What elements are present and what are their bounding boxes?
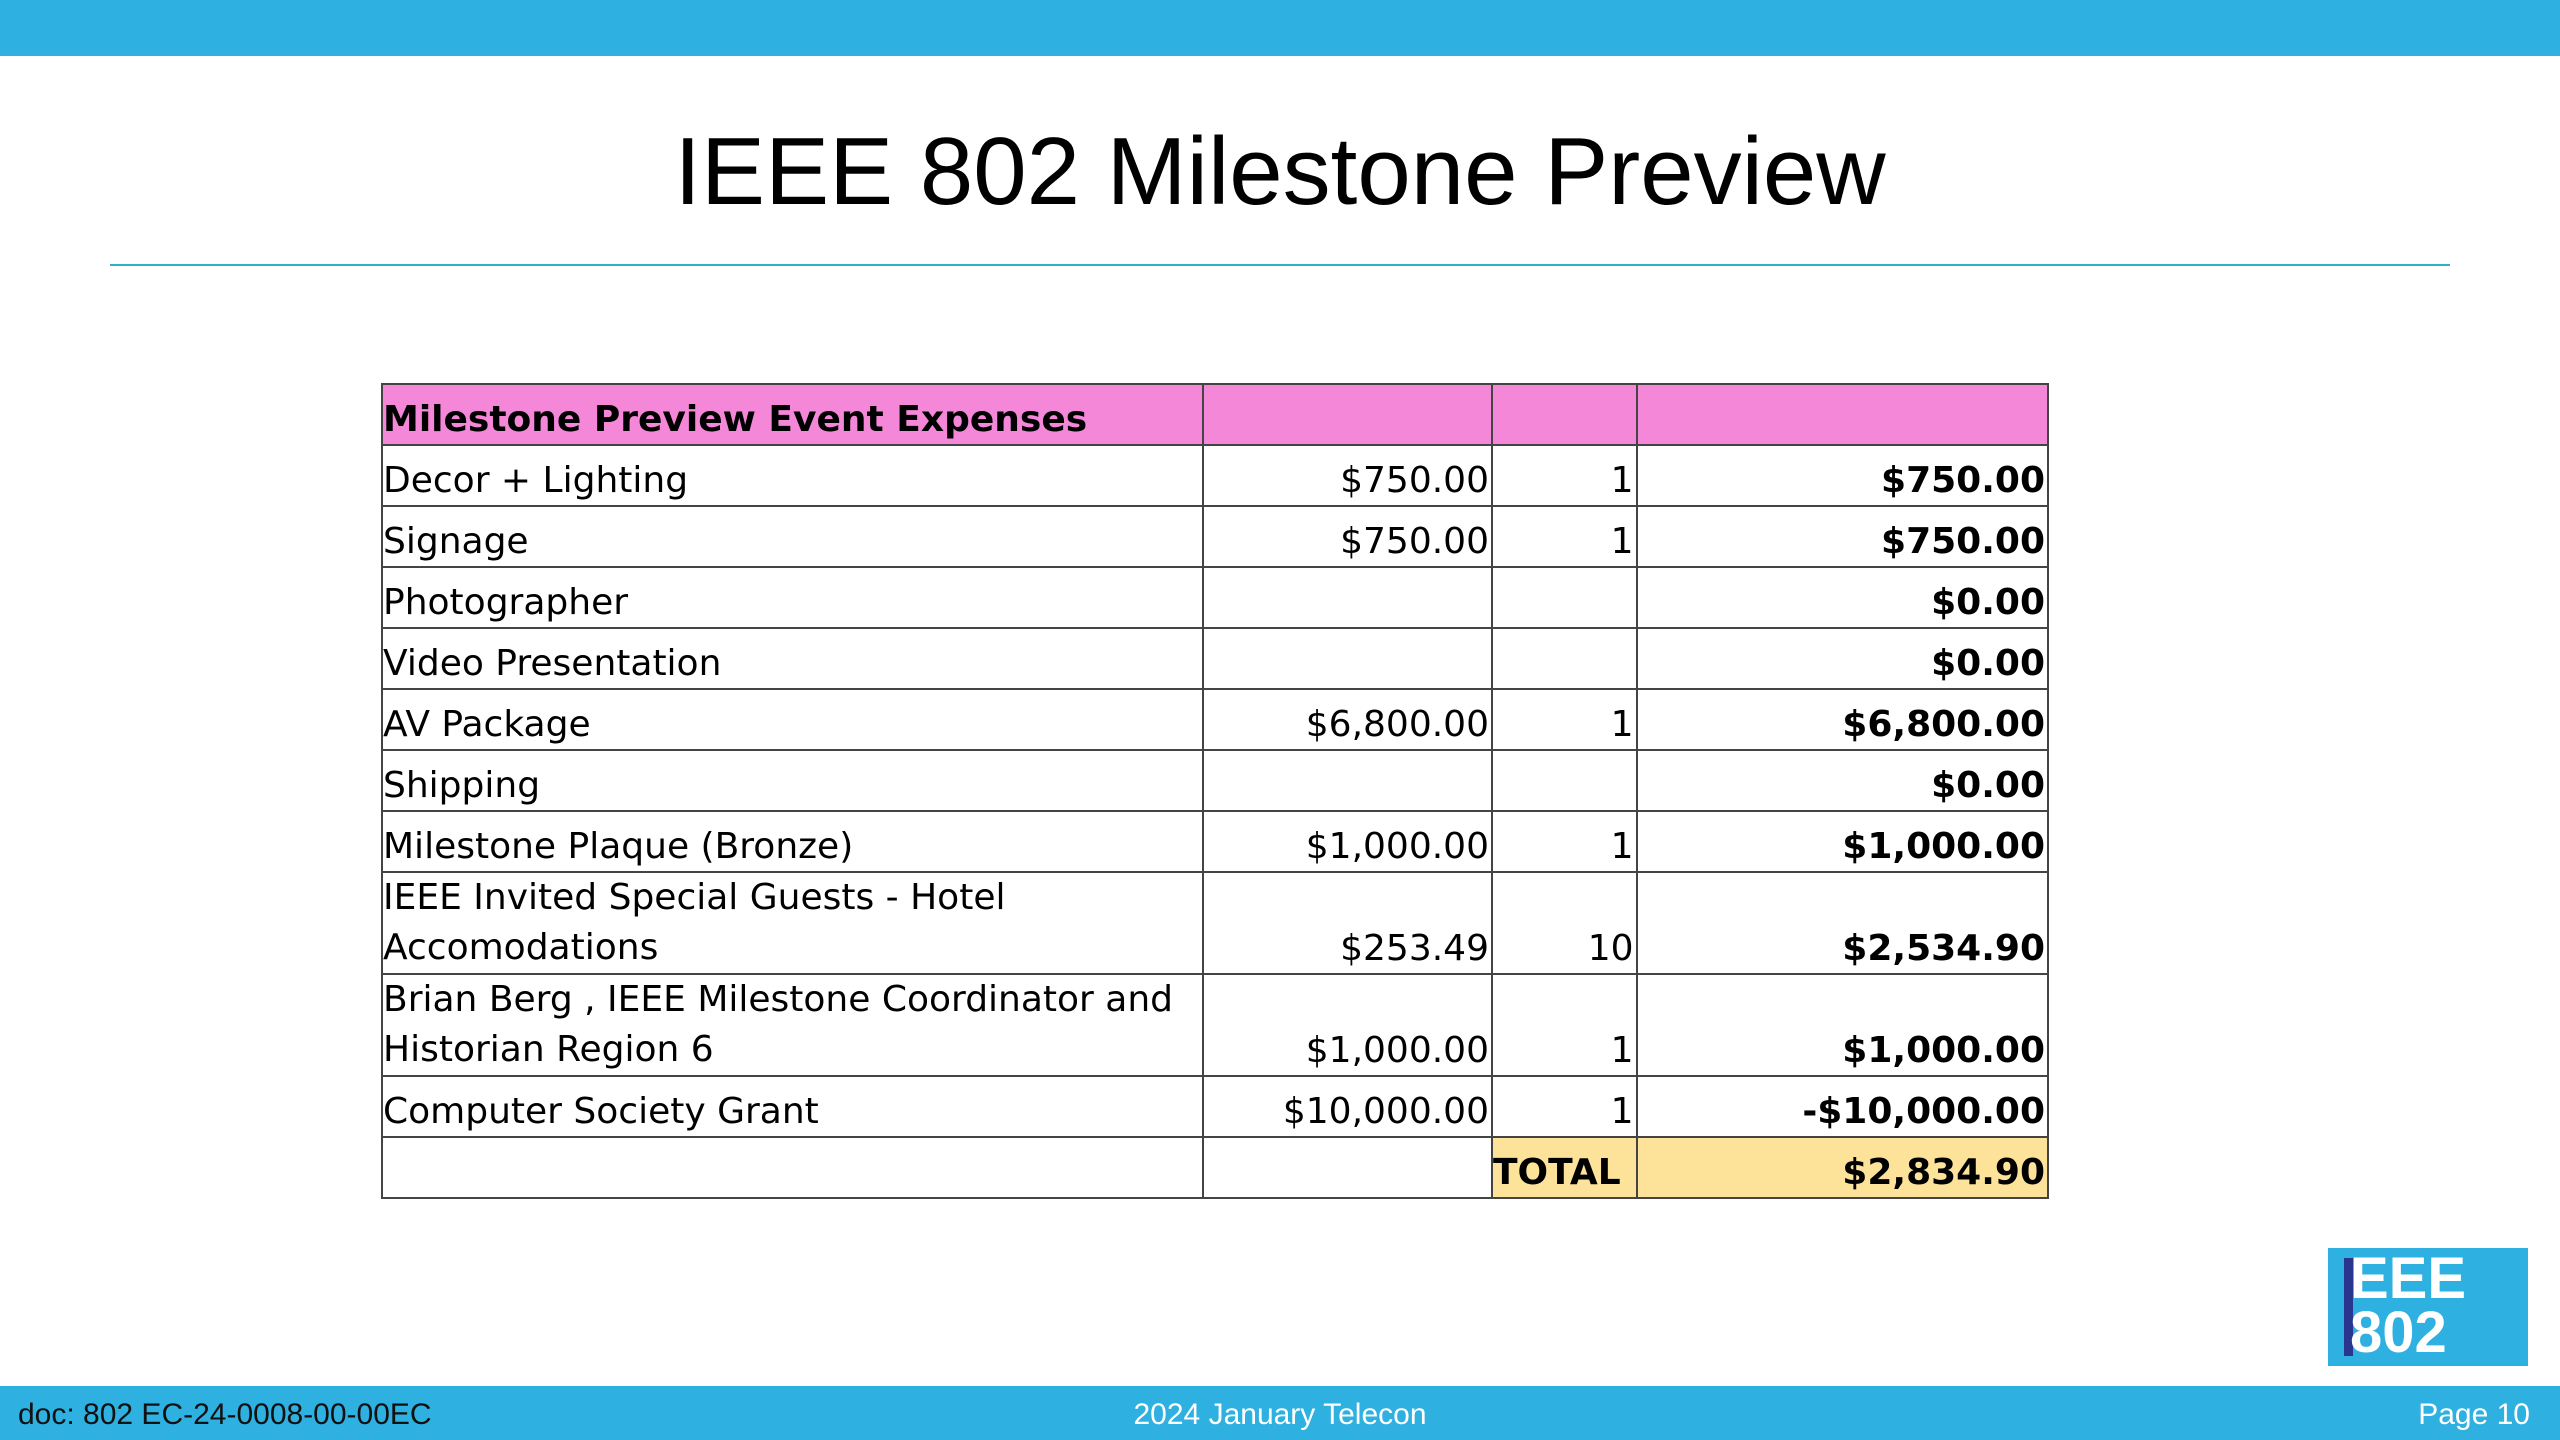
- price-cell: $1,000.00: [1201, 810, 1493, 873]
- qty-cell: 1: [1490, 505, 1638, 568]
- table-row: Photographer $0.00: [381, 566, 2049, 629]
- logo-bar: [2344, 1258, 2353, 1356]
- table-row: AV Package $6,800.00 1 $6,800.00: [381, 688, 2049, 751]
- empty-cell: [381, 1136, 1204, 1199]
- table-header-cell: [1490, 383, 1638, 446]
- total-cell: $2,534.90: [1635, 871, 2049, 975]
- item-cell: Computer Society Grant: [381, 1075, 1204, 1138]
- total-label: TOTAL: [1490, 1136, 1638, 1199]
- price-cell: [1201, 627, 1493, 690]
- ieee-802-logo: EEE 802: [2328, 1248, 2528, 1366]
- total-cell: $750.00: [1635, 505, 2049, 568]
- total-cell: $0.00: [1635, 627, 2049, 690]
- table-header-row: Milestone Preview Event Expenses: [381, 383, 2049, 446]
- table-header-cell: [1201, 383, 1493, 446]
- price-cell: [1201, 749, 1493, 812]
- item-cell: Decor + Lighting: [381, 444, 1204, 507]
- logo-text-top: EEE: [2350, 1248, 2467, 1311]
- total-cell: $1,000.00: [1635, 810, 2049, 873]
- price-cell: $750.00: [1201, 505, 1493, 568]
- qty-cell: 10: [1490, 871, 1638, 975]
- item-cell: Photographer: [381, 566, 1204, 629]
- total-value: $2,834.90: [1635, 1136, 2049, 1199]
- table-header-cell: [1635, 383, 2049, 446]
- table-row: IEEE Invited Special Guests - Hotel Acco…: [381, 871, 2049, 975]
- total-cell: $750.00: [1635, 444, 2049, 507]
- footer-meeting: 2024 January Telecon: [1133, 1398, 1427, 1431]
- price-cell: $253.49: [1201, 871, 1493, 975]
- price-cell: $10,000.00: [1201, 1075, 1493, 1138]
- qty-cell: 1: [1490, 444, 1638, 507]
- item-cell: IEEE Invited Special Guests - Hotel Acco…: [381, 871, 1204, 975]
- qty-cell: [1490, 566, 1638, 629]
- price-cell: [1201, 566, 1493, 629]
- empty-cell: [1201, 1136, 1493, 1199]
- qty-cell: [1490, 749, 1638, 812]
- qty-cell: 1: [1490, 973, 1638, 1077]
- item-cell: Milestone Plaque (Bronze): [381, 810, 1204, 873]
- footer-bar: doc: 802 EC-24-0008-00-00EC 2024 January…: [0, 1386, 2560, 1440]
- item-cell: Brian Berg , IEEE Milestone Coordinator …: [381, 973, 1204, 1077]
- qty-cell: 1: [1490, 810, 1638, 873]
- total-cell: $0.00: [1635, 749, 2049, 812]
- top-bar: [0, 0, 2560, 56]
- table-row: Computer Society Grant $10,000.00 1 -$10…: [381, 1075, 2049, 1138]
- price-cell: $1,000.00: [1201, 973, 1493, 1077]
- item-cell: Signage: [381, 505, 1204, 568]
- qty-cell: 1: [1490, 1075, 1638, 1138]
- qty-cell: [1490, 627, 1638, 690]
- logo-text-bottom: 802: [2350, 1300, 2447, 1365]
- footer-page-number: Page 10: [2418, 1398, 2530, 1431]
- price-cell: $750.00: [1201, 444, 1493, 507]
- footer-doc-id: doc: 802 EC-24-0008-00-00EC: [18, 1398, 432, 1431]
- slide-title: IEEE 802 Milestone Preview: [674, 118, 1886, 225]
- table-row: Brian Berg , IEEE Milestone Coordinator …: [381, 973, 2049, 1077]
- table-row: Decor + Lighting $750.00 1 $750.00: [381, 444, 2049, 507]
- title-divider: [110, 264, 2450, 266]
- table-row: Milestone Plaque (Bronze) $1,000.00 1 $1…: [381, 810, 2049, 873]
- qty-cell: 1: [1490, 688, 1638, 751]
- total-cell: -$10,000.00: [1635, 1075, 2049, 1138]
- expenses-table: Milestone Preview Event Expenses Decor +…: [381, 383, 2049, 1199]
- item-cell: Video Presentation: [381, 627, 1204, 690]
- table-row: Signage $750.00 1 $750.00: [381, 505, 2049, 568]
- price-cell: $6,800.00: [1201, 688, 1493, 751]
- table-row: Shipping $0.00: [381, 749, 2049, 812]
- total-cell: $0.00: [1635, 566, 2049, 629]
- item-cell: AV Package: [381, 688, 1204, 751]
- total-row: TOTAL $2,834.90: [381, 1136, 2049, 1199]
- table-header-title: Milestone Preview Event Expenses: [381, 383, 1204, 446]
- table-row: Video Presentation $0.00: [381, 627, 2049, 690]
- item-cell: Shipping: [381, 749, 1204, 812]
- total-cell: $1,000.00: [1635, 973, 2049, 1077]
- total-cell: $6,800.00: [1635, 688, 2049, 751]
